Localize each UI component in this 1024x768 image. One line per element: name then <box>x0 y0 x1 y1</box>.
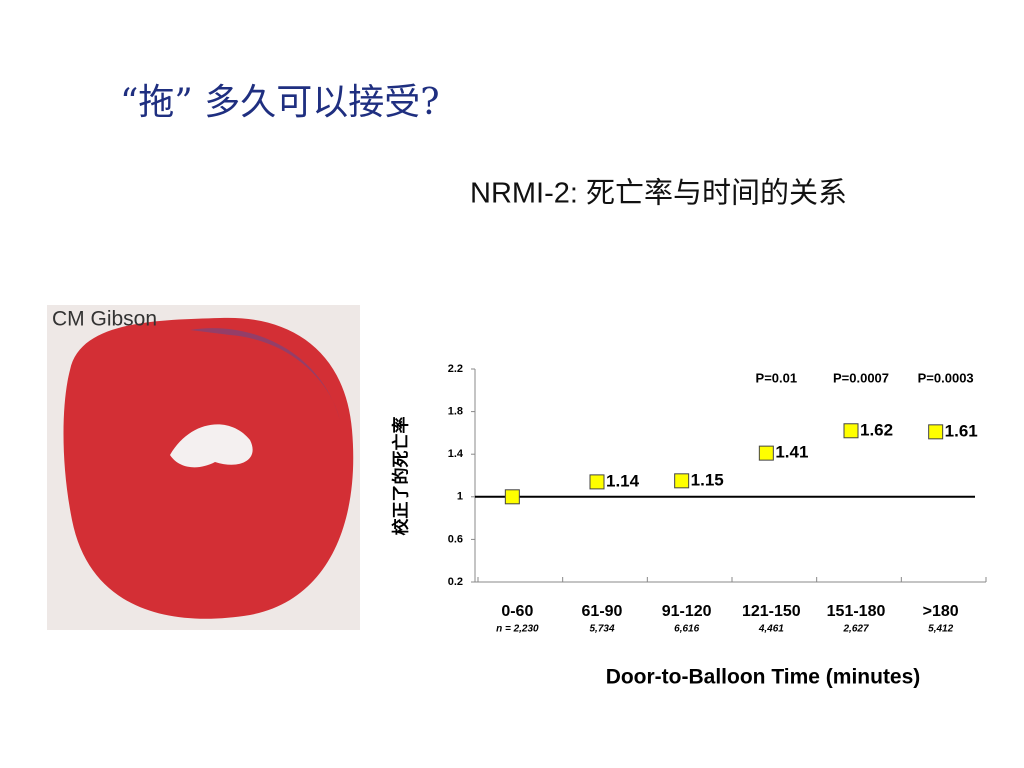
y-axis-label: 校正了的死亡率 <box>391 417 412 536</box>
x-axis-label: Door-to-Balloon Time (minutes) <box>606 666 921 689</box>
sample-size: 5,734 <box>589 624 614 635</box>
sample-size: 6,616 <box>674 624 699 635</box>
photo-caption: CM Gibson <box>52 308 157 331</box>
sample-size: 4,461 <box>758 624 784 635</box>
point <box>928 424 944 440</box>
point <box>589 474 605 490</box>
value-label: 1.41 <box>775 443 808 462</box>
p-value: P=0.0003 <box>918 370 974 385</box>
value-label: 1.62 <box>860 420 893 439</box>
lumen <box>170 424 253 468</box>
sample-size: 5,412 <box>928 624 953 635</box>
heart-slice <box>63 317 354 619</box>
y-tick-label: 2.2 <box>448 363 463 375</box>
x-tick-label: >180 <box>923 603 959 620</box>
point <box>843 423 859 439</box>
point <box>758 445 774 461</box>
x-tick-label: 91-120 <box>662 603 712 620</box>
value-label: 1.61 <box>945 421 978 440</box>
photo: CM Gibson <box>47 305 360 630</box>
point <box>674 473 690 489</box>
slide-title: “拖” 多久可以接受? <box>120 82 440 123</box>
x-tick-label: 151-180 <box>827 603 886 620</box>
y-tick-label: 1.4 <box>448 448 464 460</box>
y-tick-label: 1 <box>457 491 463 503</box>
y-tick-label: 1.8 <box>448 406 463 418</box>
y-tick-label: 0.2 <box>448 576 463 588</box>
value-label: 1.15 <box>691 470 724 489</box>
x-tick-label: 61-90 <box>582 603 623 620</box>
p-value: P=0.01 <box>756 370 798 385</box>
x-tick-label: 0-60 <box>501 603 533 620</box>
p-value: P=0.0007 <box>833 370 889 385</box>
chart: 0.2 0.6 1 1.4 1.8 2.2 0-60 n = 2,230 61-90 5,734 1… <box>391 363 987 689</box>
x-tick-label: 121-150 <box>742 603 801 620</box>
slide-subtitle: NRMI-2: 死亡率与时间的关系 <box>470 177 847 210</box>
value-label: 1.14 <box>606 471 640 490</box>
point <box>504 489 520 505</box>
sample-size: 2,627 <box>842 624 868 635</box>
sample-size: n = 2,230 <box>496 624 539 635</box>
y-tick-label: 0.6 <box>448 533 463 545</box>
